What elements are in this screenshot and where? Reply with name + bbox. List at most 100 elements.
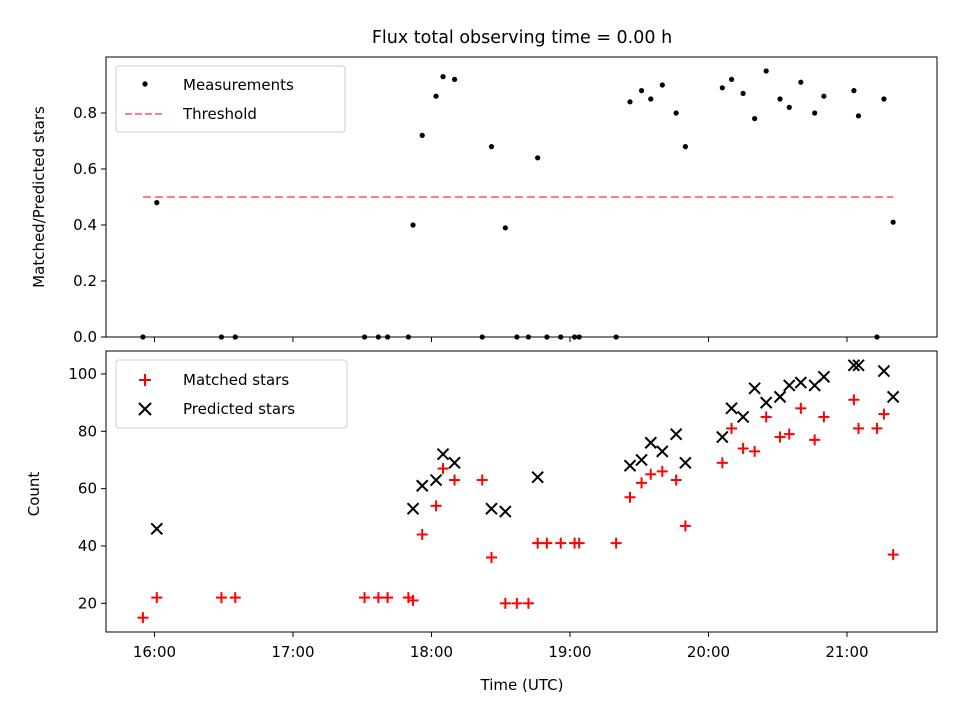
matched-star-point xyxy=(848,394,860,406)
measurement-point xyxy=(419,132,425,138)
bottom-ytick-label: 60 xyxy=(78,480,97,498)
measurement-point xyxy=(361,334,368,340)
measurement-point xyxy=(488,144,495,150)
matched-star-point xyxy=(818,411,830,423)
measurement-point xyxy=(812,110,818,116)
measurement-point xyxy=(682,144,688,150)
predicted-star-point xyxy=(759,396,773,409)
measurement-point xyxy=(890,219,896,225)
predicted-star-point xyxy=(656,445,669,458)
bottom-legend-box xyxy=(115,359,348,429)
matched-star-point xyxy=(636,477,648,489)
predicted-star-point xyxy=(736,410,750,424)
predicted-star-point xyxy=(448,456,461,470)
matched-star-point xyxy=(853,422,865,434)
measurement-point xyxy=(410,222,416,228)
legend-threshold-label: Threshold xyxy=(182,105,257,123)
legend-matched-label: Matched stars xyxy=(183,371,289,389)
measurement-point xyxy=(576,334,582,340)
measurement-point xyxy=(514,334,520,340)
xtick-label: 19:00 xyxy=(548,643,591,661)
matched-star-point xyxy=(372,592,384,604)
bottom-ylabel: Count xyxy=(25,472,43,517)
measurement-point xyxy=(571,334,578,340)
xtick-label: 20:00 xyxy=(687,643,730,661)
top-ytick-label: 0.0 xyxy=(73,328,97,346)
matched-star-point xyxy=(774,431,786,443)
predicted-star-point xyxy=(725,402,738,415)
top-ytick-label: 0.6 xyxy=(73,160,97,178)
predicted-star-point xyxy=(531,470,544,484)
top-legend: Measurements Threshold xyxy=(115,65,346,133)
matched-star-point xyxy=(573,537,585,549)
predicted-star-point xyxy=(429,473,443,487)
measurement-point xyxy=(232,334,238,340)
matched-star-point xyxy=(656,465,668,477)
matched-star-point xyxy=(416,529,428,541)
matched-star-point xyxy=(645,468,657,480)
matched-star-point xyxy=(382,592,394,604)
matched-star-point xyxy=(670,474,682,486)
measurement-point xyxy=(874,334,880,340)
matched-star-point xyxy=(485,551,497,563)
measurement-point xyxy=(558,334,564,340)
measurement-point xyxy=(855,113,862,119)
bottom-y-ticks: 20 40 60 80 100 xyxy=(68,365,106,612)
matched-star-point xyxy=(229,592,241,604)
matched-star-point xyxy=(716,457,728,469)
measurement-point xyxy=(752,116,758,122)
measurement-point xyxy=(627,99,633,105)
matched-star-point xyxy=(532,537,544,549)
predicted-star-point xyxy=(635,453,648,467)
bottom-x-ticks: 16:00 17:00 18:00 19:00 20:00 21:00 xyxy=(133,632,869,661)
top-panel: Matched/Predicted stars 0.00.20.40.60.8 … xyxy=(30,56,938,346)
matched-star-point xyxy=(430,500,442,512)
matched-star-point xyxy=(359,592,371,604)
measurement-point xyxy=(740,90,746,96)
measurement-point xyxy=(440,74,446,80)
matched-star-point xyxy=(809,434,821,446)
measurement-point xyxy=(786,104,792,110)
matched-star-point xyxy=(737,442,749,454)
figure-title: Flux total observing time = 0.00 h xyxy=(372,28,672,48)
top-ytick-label: 0.2 xyxy=(73,272,97,290)
matched-star-point xyxy=(726,422,738,434)
measurement-point xyxy=(798,79,804,85)
matched-star-point xyxy=(610,537,622,549)
measurement-point xyxy=(638,88,645,94)
x-axis-label: Time (UTC) xyxy=(480,676,564,694)
measurement-point xyxy=(728,76,735,82)
matched-star-point xyxy=(449,474,461,486)
matched-star-point xyxy=(499,597,511,609)
measurement-point xyxy=(763,68,769,74)
measurement-point xyxy=(673,110,679,116)
bottom-ytick-label: 80 xyxy=(78,422,97,440)
matched-star-point xyxy=(871,422,883,434)
top-ylabel: Matched/Predicted stars xyxy=(30,106,48,288)
predicted-star-point xyxy=(679,456,692,470)
matched-star-point xyxy=(783,428,795,440)
predicted-star-point xyxy=(669,427,683,441)
legend-predicted-marker xyxy=(138,402,152,416)
predicted-star-point xyxy=(436,448,450,461)
matched-star-point xyxy=(215,592,227,604)
predicted-star-point xyxy=(817,370,831,384)
legend-predicted-label: Predicted stars xyxy=(183,400,295,418)
top-y-ticks: 0.0 0.2 0.4 0.6 0.8 xyxy=(73,104,106,346)
measurement-point xyxy=(218,334,225,340)
legend-matched-marker xyxy=(139,374,151,386)
predicted-star-point xyxy=(886,390,900,404)
matched-star-point xyxy=(511,597,523,609)
measurement-point xyxy=(881,96,887,102)
top-x-ticks xyxy=(153,337,848,342)
bottom-legend: Matched stars Predicted stars xyxy=(115,359,348,429)
predicted-star-point xyxy=(644,436,657,449)
top-ytick-label: 0.4 xyxy=(73,216,97,234)
matched-star-point xyxy=(522,597,534,609)
measurement-point xyxy=(777,96,783,102)
matched-star-point xyxy=(151,592,163,604)
matched-star-point xyxy=(137,612,149,624)
measurement-point xyxy=(821,93,827,99)
predicted-star-point xyxy=(748,382,761,395)
